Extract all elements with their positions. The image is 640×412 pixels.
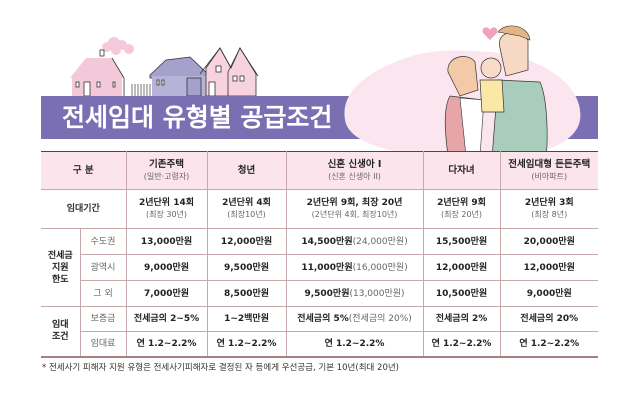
- family-illustration: [344, 25, 581, 159]
- table-cell: 7,000만원: [126, 280, 208, 307]
- table-cell: 2년단위 3회 (최장 8년): [500, 189, 599, 229]
- table-cell: 12,000만원: [207, 228, 287, 255]
- row-label-rent: 임대료: [80, 331, 127, 357]
- group-label-deposit-limit: 전세금 지원 한도: [41, 228, 81, 307]
- houses-illustration: [70, 37, 259, 97]
- heart-icon: [482, 27, 498, 40]
- header-non-apartment: 전세임대형 든든주택 (비아파트): [500, 151, 599, 190]
- table-cell: 연 1.2~2.2%: [126, 331, 208, 357]
- header-existing-housing: 기존주택 (일반·고령자): [126, 151, 208, 190]
- fence-icon: [131, 84, 154, 96]
- table-cell: 9,500만원(13,000만원): [286, 280, 424, 307]
- table-cell: 9,500만원: [207, 254, 287, 281]
- table-row-limit-metro: 광역시 9,000만원 9,500만원 11,000만원(16,000만원) 1…: [41, 254, 599, 281]
- table-cell: 15,500만원: [423, 228, 501, 255]
- row-label-capital-area: 수도권: [80, 228, 127, 255]
- table-cell: 연 1.2~2.2%: [286, 331, 424, 357]
- table-cell: 전세금의 2~5%: [126, 306, 208, 332]
- row-label-other: 그 외: [80, 280, 127, 307]
- table-row-deposit: 임대 조건 보증금 전세금의 2~5% 1~2백만원 전세금의 5%(전세금의 2…: [41, 306, 599, 357]
- table-header-row: 구 분 기존주택 (일반·고령자) 청년 신혼 신생아 I (신혼 신생아 II) …: [41, 151, 599, 190]
- table-cell: 2년단위 9회 (최장 20년): [423, 189, 501, 229]
- table-cell: 전세금의 5%(전세금의 20%): [286, 306, 424, 332]
- table-cell: 1~2백만원: [207, 306, 287, 332]
- table-cell: 2년단위 14회 (최장 30년): [126, 189, 208, 229]
- header-multi-child: 다자녀: [423, 151, 501, 190]
- supply-conditions-table: 구 분 기존주택 (일반·고령자) 청년 신혼 신생아 I (신혼 신생아 II) …: [41, 151, 599, 358]
- page-title: 전세임대 유형별 공급조건: [62, 103, 333, 132]
- table-cell: 10,500만원: [423, 280, 501, 307]
- table-cell: 12,000만원: [500, 254, 599, 281]
- table-row-rent: 임대료 연 1.2~2.2% 연 1.2~2.2% 연 1.2~2.2% 연 1…: [41, 331, 599, 357]
- footnote: * 전세사기 피해자 지원 유형은 전세사기피해자로 결정된 자 등에게 우선공…: [42, 363, 399, 373]
- table-cell: 13,000만원: [126, 228, 208, 255]
- row-label-period: 임대기간: [41, 189, 127, 229]
- purple-house-icon: [149, 56, 213, 97]
- table-cell: 20,000만원: [500, 228, 599, 255]
- table-cell: 연 1.2~2.2%: [207, 331, 287, 357]
- header-newlywed: 신혼 신생아 I (신혼 신생아 II): [286, 151, 424, 190]
- table-row-limit-other: 그 외 7,000만원 8,500만원 9,500만원(13,000만원) 10…: [41, 280, 599, 307]
- table-cell: 2년단위 4회 (최장10년): [207, 189, 287, 229]
- row-label-metro-city: 광역시: [80, 254, 127, 281]
- chimney-smoke-icon: [102, 37, 134, 55]
- table-cell: 전세금의 20%: [500, 306, 599, 332]
- table-cell: 2년단위 9회, 최장 20년 (2년단위 4회, 최장10년): [286, 189, 424, 229]
- table-row-limit-capital: 전세금 지원 한도 수도권 13,000만원 12,000만원 14,500만원(2…: [41, 228, 599, 307]
- tall-pink-house-icon: [199, 47, 259, 97]
- table-cell: 9,000만원: [500, 280, 599, 307]
- table-cell: 연 1.2~2.2%: [500, 331, 599, 357]
- table-cell: 11,000만원(16,000만원): [286, 254, 424, 281]
- table-cell: 연 1.2~2.2%: [423, 331, 501, 357]
- table-cell: 전세금의 2%: [423, 306, 501, 332]
- group-label-lease-conditions: 임대 조건: [41, 306, 81, 357]
- table-cell: 14,500만원(24,000만원): [286, 228, 424, 255]
- table-cell: 8,500만원: [207, 280, 287, 307]
- table-row-period: 임대기간 2년단위 14회 (최장 30년) 2년단위 4회 (최장10년) 2년단…: [41, 189, 599, 229]
- pink-house-icon: [70, 49, 125, 97]
- row-label-deposit: 보증금: [80, 306, 127, 332]
- header-youth: 청년: [207, 151, 287, 190]
- header-category: 구 분: [41, 151, 127, 190]
- table-cell: 9,000만원: [126, 254, 208, 281]
- table-cell: 12,000만원: [423, 254, 501, 281]
